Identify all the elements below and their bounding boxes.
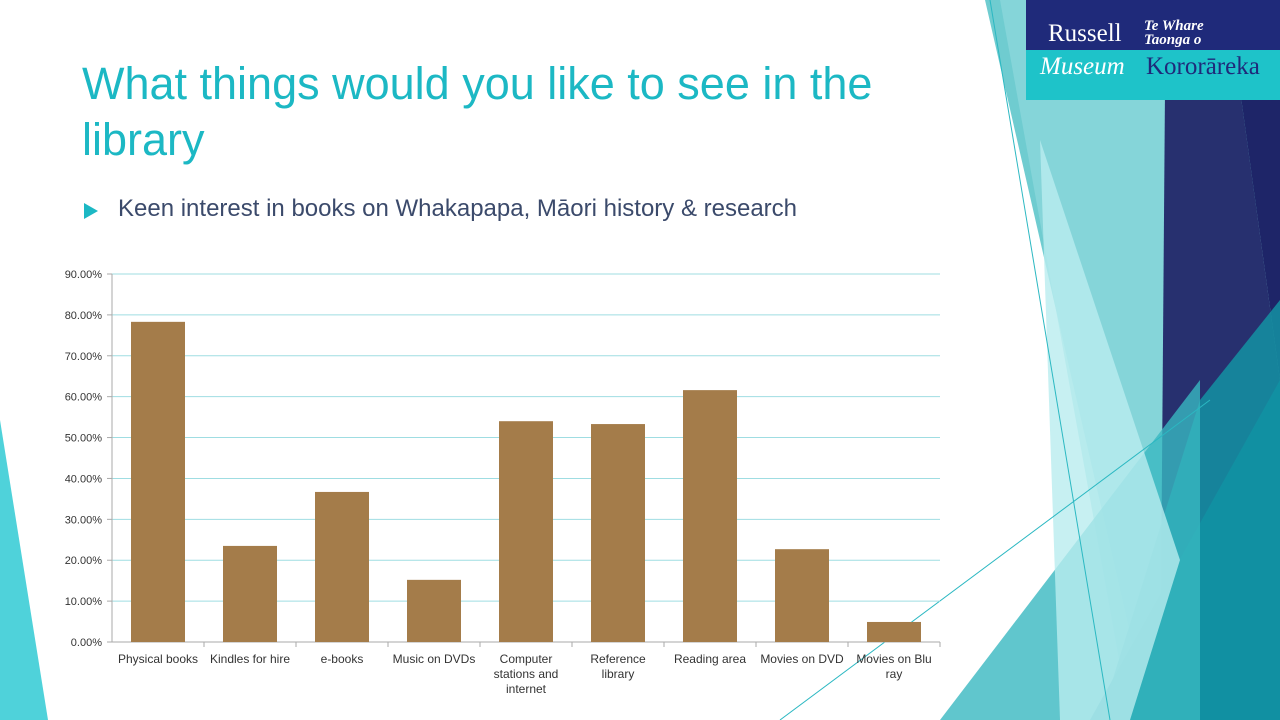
x-tick-label: Reading area [673, 652, 747, 666]
logo-text: Te Whare [1144, 18, 1204, 34]
y-tick-label: 70.00% [65, 351, 103, 363]
logo-text: Kororāreka [1146, 53, 1260, 80]
x-tick-label: Physical books [117, 652, 199, 666]
logo-text: Russell [1048, 20, 1122, 47]
title: What things would you like to see in the… [82, 58, 873, 165]
y-tick-label: 60.00% [65, 392, 103, 404]
bar [407, 579, 461, 642]
bar [775, 549, 829, 642]
y-tick-label: 0.00% [71, 637, 102, 649]
bar [223, 545, 277, 642]
x-tick-label: Computer stations and internet [493, 652, 559, 696]
bar [683, 390, 737, 642]
bar [499, 421, 553, 642]
y-tick-label: 40.00% [65, 473, 103, 485]
bar [315, 491, 369, 642]
y-tick-label: 50.00% [65, 433, 103, 445]
y-tick-label: 10.00% [65, 596, 103, 608]
y-tick-label: 80.00% [65, 310, 103, 322]
bullet-marker [84, 203, 98, 219]
bar [131, 321, 185, 642]
plot: 0.00% 10.00% 20.00% 30.00% 40.00% 50.00% 60.00… [65, 269, 941, 649]
x-tick-label: Movies on Blu ray [856, 652, 932, 681]
y-tick-label: 90.00% [65, 269, 103, 281]
x-tick-label: Movies on DVD [760, 652, 844, 666]
y-tick-label: 30.00% [65, 514, 103, 526]
bullet-text: Keen interest in books on Whakapapa, Māo… [118, 195, 798, 222]
x-tick-label: e-books [320, 652, 364, 666]
x-tick-label: Music on DVDs [392, 652, 476, 666]
logo-text: Taonga o [1144, 32, 1202, 48]
bar [591, 424, 645, 642]
logo-text: Museum [1040, 53, 1125, 80]
x-tick-label: Reference library [590, 652, 646, 681]
bar [867, 621, 921, 642]
x-tick-label: Kindles for hire [209, 652, 291, 666]
y-tick-label: 20.00% [65, 555, 103, 567]
